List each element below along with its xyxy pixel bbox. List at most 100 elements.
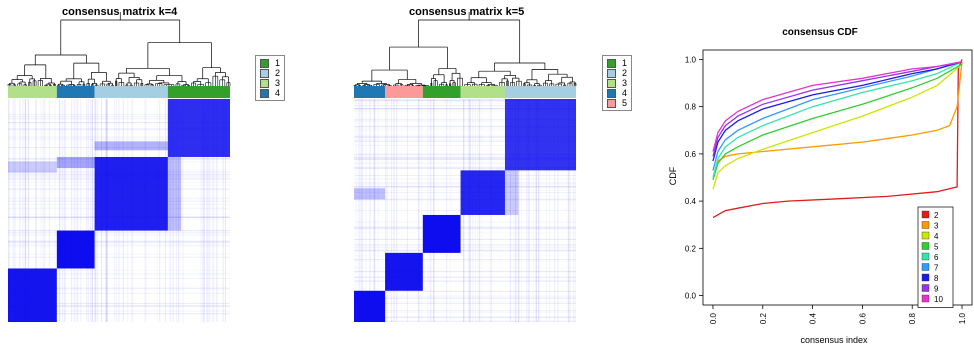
legend-swatch — [607, 88, 616, 98]
heatmap-noise — [361, 99, 363, 322]
heatmap-noise — [569, 99, 571, 322]
heatmap-noise — [535, 99, 537, 322]
heatmap-block — [354, 290, 386, 322]
x-tick-label: 0.2 — [759, 312, 768, 324]
heatmap-noise — [509, 99, 511, 322]
cdf-legend-label-8: 8 — [934, 274, 939, 283]
k5-legend-item-1: 1 — [607, 58, 627, 68]
legend-swatch — [260, 68, 269, 78]
heatmap-noise — [59, 99, 61, 322]
cluster-bar-segment-1 — [167, 86, 230, 98]
cdf-legend-swatch-2 — [921, 210, 930, 219]
heatmap-noise — [574, 99, 576, 322]
heatmap-noise — [61, 99, 63, 322]
heatmap-block — [504, 99, 576, 171]
cdf-line-k10 — [712, 61, 963, 152]
legend-label: 2 — [275, 68, 281, 78]
heatmap-noise — [354, 271, 576, 273]
heatmap-noise — [212, 99, 214, 322]
cdf-legend-label-4: 4 — [934, 232, 939, 241]
cdf-legend-swatch-7 — [921, 263, 930, 271]
heatmap-noise — [373, 99, 375, 322]
y-tick-label: 0.2 — [685, 244, 697, 253]
heatmap-noise — [354, 153, 576, 155]
panel-title-k5: consensus matrix k=5 — [409, 6, 525, 18]
heatmap-noise — [42, 99, 44, 322]
heatmap-block — [385, 252, 423, 291]
heatmap-noise — [8, 302, 230, 304]
cluster-bar-segment-2 — [94, 86, 168, 98]
heatmap-noise — [354, 158, 576, 160]
heatmap-noise — [91, 99, 93, 322]
heatmap-noise — [14, 99, 16, 322]
heatmap-noise — [527, 99, 529, 322]
heatmap-noise — [528, 99, 530, 322]
heatmap-noise — [354, 244, 576, 246]
heatmap-noise — [8, 288, 230, 290]
heatmap-noise — [386, 99, 388, 322]
heatmap-block — [422, 214, 461, 253]
heatmap-noise — [354, 238, 576, 240]
legend-swatch — [260, 58, 269, 68]
k5-legend-item-2: 2 — [607, 68, 627, 78]
heatmap-noise — [35, 99, 37, 322]
heatmap-noise — [354, 107, 576, 109]
heatmap-noise — [8, 244, 230, 246]
heatmap-noise — [8, 138, 230, 140]
cdf-legend-label-2: 2 — [934, 211, 939, 220]
heatmap-noise — [8, 116, 230, 118]
heatmap-noise — [354, 135, 576, 137]
legend-label: 1 — [622, 58, 628, 68]
heatmap-noise — [354, 246, 576, 248]
heatmap-noise — [354, 108, 576, 110]
heatmap-noise — [77, 99, 79, 322]
heatmap-noise — [354, 302, 576, 304]
legend-swatch — [607, 78, 616, 88]
heatmap-noise — [390, 99, 392, 322]
heatmap-noise — [568, 99, 570, 322]
heatmap-noise — [35, 99, 37, 322]
x-tick-label: 0.0 — [709, 312, 718, 324]
heatmap-noise — [354, 99, 576, 101]
heatmap-noise — [8, 147, 230, 149]
cdf-line-k4 — [712, 63, 963, 190]
heatmap-noise — [515, 99, 517, 322]
cdf-line-k2 — [712, 59, 963, 219]
cluster-bar-segment-3 — [460, 86, 505, 98]
heatmap-noise — [354, 280, 576, 282]
heatmap-noise — [206, 99, 208, 322]
y-tick-label: 1.0 — [685, 55, 697, 64]
heatmap-noise — [8, 313, 230, 315]
heatmap-block — [94, 141, 168, 151]
heatmap-block — [167, 156, 182, 231]
cdf-line-k7 — [712, 61, 963, 171]
y-tick-label: 0.4 — [685, 197, 697, 206]
heatmap-noise — [373, 99, 375, 322]
heatmap-noise — [354, 227, 576, 229]
heatmap-noise — [48, 99, 50, 322]
x-tick-label: 1.0 — [958, 312, 967, 324]
cdf-legend-label-7: 7 — [934, 264, 939, 273]
heatmap-noise — [354, 162, 576, 164]
heatmap-block — [8, 161, 57, 173]
cluster-bar-segment-5 — [385, 86, 423, 98]
y-tick-label: 0.6 — [685, 150, 697, 159]
heatmap-noise — [8, 240, 230, 242]
heatmap-noise — [8, 310, 230, 312]
heatmap-noise — [203, 99, 205, 322]
heatmap-noise — [8, 234, 230, 236]
consensus-heatmap-k5 — [354, 99, 576, 322]
dendrogram-k4 — [7, 12, 231, 86]
y-axis-label: CDF — [668, 166, 678, 185]
heatmap-block — [504, 170, 519, 215]
cluster-bar-segment-3 — [8, 86, 57, 98]
cluster-bar-segment-1 — [422, 86, 461, 98]
plot-frame — [702, 49, 973, 306]
legend-label: 3 — [275, 78, 281, 88]
heatmap-noise — [86, 99, 87, 322]
heatmap-noise — [8, 230, 230, 232]
heatmap-noise — [354, 311, 576, 312]
heatmap-noise — [393, 99, 395, 322]
heatmap-noise — [354, 250, 576, 252]
